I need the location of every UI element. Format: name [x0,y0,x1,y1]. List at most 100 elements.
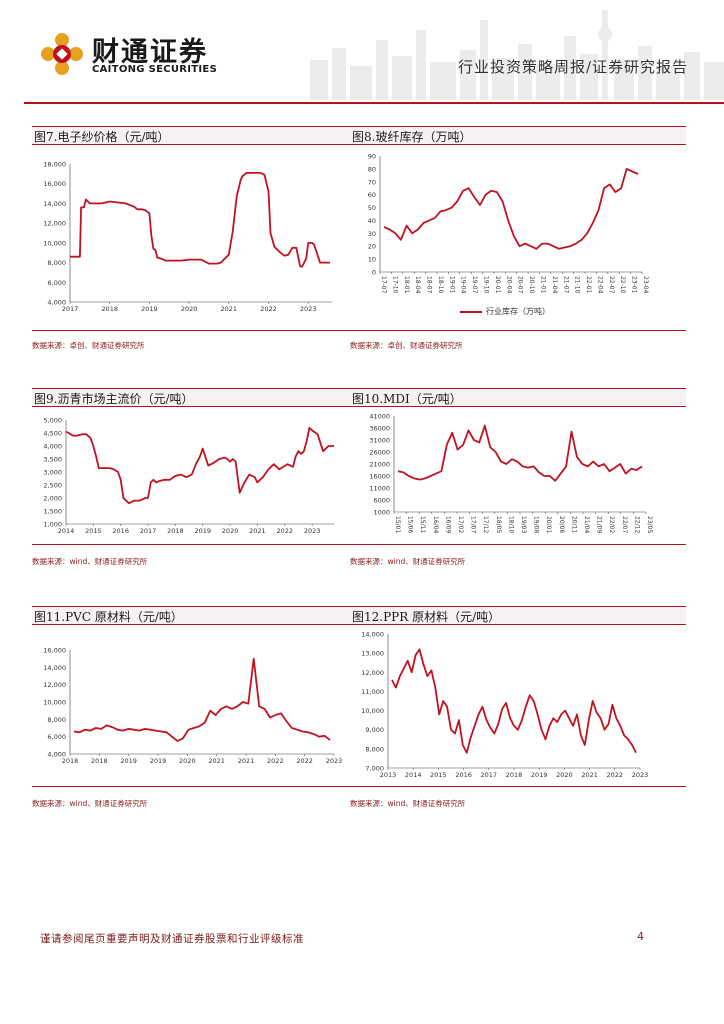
figure-title-bar: 图11.PVC 原材料（元/吨） [32,606,368,625]
x-tick-label: 21-01 [539,276,546,294]
figure-title: 图12.PPR 原材料（元/吨） [352,610,501,624]
y-tick-label: 1,500 [43,508,62,516]
caitong-logo-icon [41,33,83,75]
x-tick-label: 22-10 [619,276,626,294]
x-tick-label: 2017 [62,305,79,313]
y-tick-label: 4,500 [43,430,62,438]
x-tick-label: 2020 [181,305,198,313]
y-tick-label: 6000 [373,497,390,505]
figure-panel-10: 图10.MDI（元/吨） 1000 6000 11000 16000 21000 2600… [350,388,686,578]
x-tick-label: 2023 [326,757,343,765]
x-tick-label: 2017 [140,527,157,535]
y-tick-label: 40 [368,217,376,225]
legend-label: 行业库存（万吨） [486,307,550,316]
series-line [73,657,331,742]
x-tick-label: 21/04 [583,516,590,533]
x-tick-label: 18/05 [495,516,502,533]
x-tick-label: 15/06 [407,516,414,533]
x-tick-label: 15/11 [419,516,426,533]
y-tick-label: 36000 [369,425,390,433]
x-tick-label: 2022 [260,305,277,313]
figure-bottom-rule [32,786,368,787]
figure-title: 图10.MDI（元/吨） [352,392,462,406]
brand-name-cn: 财通证券 [92,37,208,68]
x-tick-label: 2018 [101,305,118,313]
x-tick-label: 2021 [208,757,225,765]
x-tick-label: 19/08 [533,516,540,533]
x-tick-label: 2019 [194,527,211,535]
series-line [70,171,330,268]
x-tick-label: 21-04 [551,276,558,294]
x-tick-label: 19-07 [471,276,478,294]
y-tick-label: 10,000 [43,239,66,247]
x-tick-label: 2018 [91,757,108,765]
x-tick-label: 16/04 [432,516,439,533]
chart-ppr-raw-material: 7,000 8,000 9,000 10,000 11,000 12,000 13,000 1… [361,631,649,780]
y-tick-label: 10,000 [43,699,66,707]
y-tick-label: 2,000 [43,495,62,503]
y-tick-label: 90 [368,153,376,161]
x-tick-label: 2022 [296,757,313,765]
y-tick-label: 31000 [369,437,390,445]
series-line [397,424,643,482]
x-tick-label: 22-01 [585,276,592,294]
figure-title-bar: 图9.沥青市场主流价（元/吨） [32,388,368,407]
x-tick-label: 2018 [62,757,79,765]
figure-title-bar: 图12.PPR 原材料（元/吨） [350,606,686,625]
figure-panel-12: 图12.PPR 原材料（元/吨） 7,000 8,000 9,000 10,000 11… [350,606,686,816]
x-tick-label: 2023 [632,771,649,779]
x-tick-label: 2015 [85,527,102,535]
series-line [383,167,639,250]
x-tick-label: 2017 [481,771,498,779]
footer-disclaimer: 谨请参阅尾页重要声明及财通证券股票和行业评级标准 [40,933,304,945]
x-tick-label: 2022 [267,757,284,765]
city-skyline-illustration [310,10,724,100]
y-tick-label: 4,000 [47,751,66,759]
y-tick-label: 10 [368,256,376,264]
x-tick-label: 18-10 [437,276,444,294]
y-tick-label: 21000 [369,461,390,469]
x-tick-label: 2016 [455,771,472,779]
y-tick-label: 16,000 [43,180,66,188]
brand-name-en: CAITONG SECURITIES [92,64,218,75]
figure-title: 图7.电子纱价格（元/吨） [34,130,170,144]
chart-electronic-yarn-price: 4,000 6,000 8,000 10,000 12,000 14,000 16,000 1… [43,161,332,313]
y-tick-label: 13,000 [361,650,384,658]
y-tick-label: 18,000 [43,161,66,169]
y-tick-label: 60 [368,191,376,199]
figure-bottom-rule [350,786,686,787]
x-tick-label: 23/05 [646,516,653,533]
figure-title-bar: 图8.玻纤库存（万吨） [350,126,686,145]
x-tick-label: 22/12 [633,516,640,533]
figure-bottom-rule [350,544,686,545]
x-tick-label: 21-10 [574,276,581,294]
x-tick-label: 2016 [112,527,129,535]
x-tick-label: 17/07 [470,516,477,533]
x-tick-label: 2014 [58,527,75,535]
y-tick-label: 11,000 [361,688,384,696]
figure-title-bar: 图7.电子纱价格（元/吨） [32,126,368,145]
figure-source: 数据来源：卓创、财通证券研究所 [350,341,463,350]
x-tick-label: 2022 [607,771,624,779]
x-tick-label: 2013 [380,771,397,779]
x-tick-label: 19-01 [448,276,455,294]
y-tick-label: 0 [372,269,376,277]
report-type-label: 行业投资策略周报/证券研究报告 [457,58,688,76]
series-line [391,648,637,754]
series-line [65,426,334,505]
x-tick-label: 2019 [150,757,167,765]
legend-swatch [460,310,482,313]
y-tick-label: 6,000 [47,733,66,741]
x-tick-label: 23-04 [642,276,649,294]
y-tick-label: 10,000 [361,707,384,715]
x-tick-label: 2019 [120,757,137,765]
y-tick-label: 12,000 [361,669,384,677]
page-header: 财通证券 CAITONG SECURITIES 行业投资策略周报/证券研究报告 [0,0,724,108]
y-tick-label: 26000 [369,449,390,457]
figure-panel-8: 图8.玻纤库存（万吨） 0 10 20 30 40 50 60 70 80 90 17-07 17-1… [350,126,686,356]
x-tick-label: 2023 [304,527,321,535]
y-tick-label: 3,500 [43,456,62,464]
x-tick-label: 2020 [556,771,573,779]
x-tick-label: 2018 [506,771,523,779]
y-tick-label: 8,000 [47,259,66,267]
